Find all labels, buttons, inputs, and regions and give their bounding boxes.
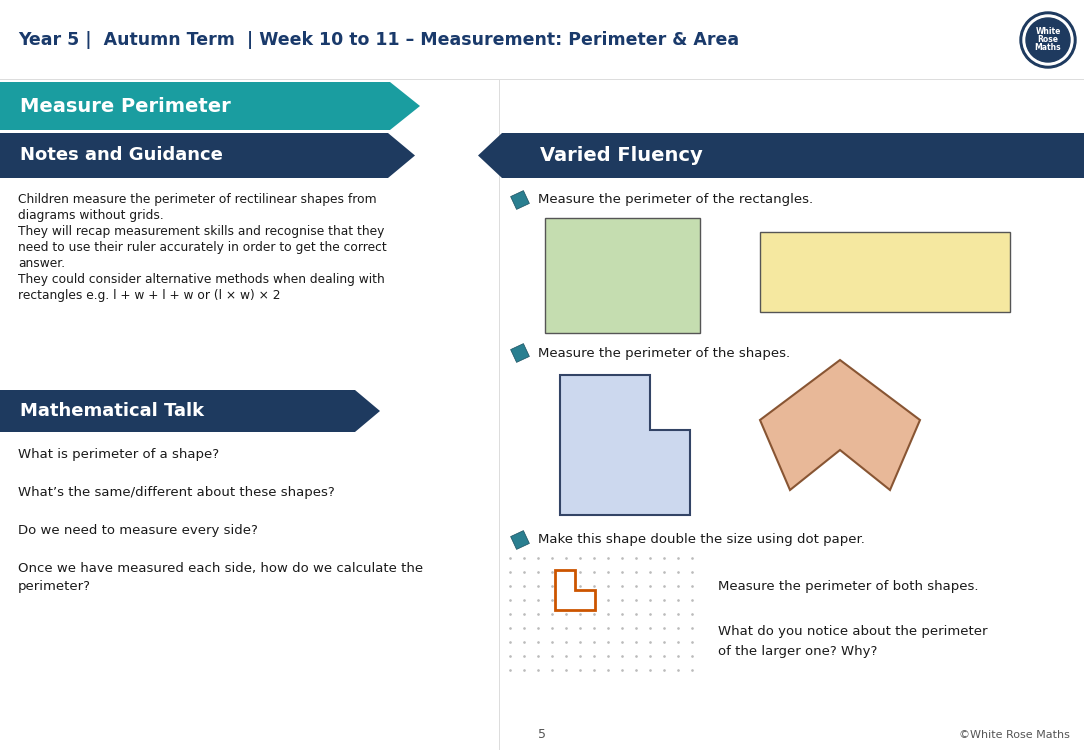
Text: White: White <box>1035 28 1060 37</box>
Text: Notes and Guidance: Notes and Guidance <box>20 146 223 164</box>
Text: What’s the same/different about these shapes?: What’s the same/different about these sh… <box>18 486 335 499</box>
Text: perimeter?: perimeter? <box>18 580 91 593</box>
Text: Measure the perimeter of the rectangles.: Measure the perimeter of the rectangles. <box>538 194 813 206</box>
Bar <box>545 218 700 333</box>
Text: They will recap measurement skills and recognise that they: They will recap measurement skills and r… <box>18 225 385 238</box>
Text: Measure the perimeter of both shapes.: Measure the perimeter of both shapes. <box>718 580 979 593</box>
Text: Maths: Maths <box>1035 44 1061 52</box>
Circle shape <box>1025 18 1070 62</box>
Text: Children measure the perimeter of rectilinear shapes from: Children measure the perimeter of rectil… <box>18 193 376 206</box>
Text: Measure the perimeter of the shapes.: Measure the perimeter of the shapes. <box>538 346 790 359</box>
Text: of the larger one? Why?: of the larger one? Why? <box>718 645 877 658</box>
Bar <box>760 232 1010 312</box>
Polygon shape <box>0 390 380 432</box>
Polygon shape <box>511 190 529 209</box>
Text: answer.: answer. <box>18 257 65 270</box>
Text: What is perimeter of a shape?: What is perimeter of a shape? <box>18 448 219 461</box>
Text: What do you notice about the perimeter: What do you notice about the perimeter <box>718 625 988 638</box>
Text: Mathematical Talk: Mathematical Talk <box>20 402 204 420</box>
Polygon shape <box>560 375 691 515</box>
Text: Rose: Rose <box>1037 35 1058 44</box>
Text: ©White Rose Maths: ©White Rose Maths <box>959 730 1070 740</box>
Text: Measure Perimeter: Measure Perimeter <box>20 97 231 116</box>
Text: diagrams without grids.: diagrams without grids. <box>18 209 164 222</box>
Text: Make this shape double the size using dot paper.: Make this shape double the size using do… <box>538 533 865 547</box>
Polygon shape <box>760 360 920 490</box>
Text: Varied Fluency: Varied Fluency <box>540 146 702 165</box>
Circle shape <box>1023 15 1073 65</box>
Circle shape <box>1020 12 1076 68</box>
Polygon shape <box>0 82 420 130</box>
Text: Year 5 |  Autumn Term  | Week 10 to 11 – Measurement: Perimeter & Area: Year 5 | Autumn Term | Week 10 to 11 – M… <box>18 31 739 49</box>
Text: need to use their ruler accurately in order to get the correct: need to use their ruler accurately in or… <box>18 241 387 254</box>
Polygon shape <box>555 570 595 610</box>
Bar <box>0 79 1084 80</box>
Bar <box>0 0 1084 80</box>
Text: 5: 5 <box>538 728 546 742</box>
Polygon shape <box>511 344 529 362</box>
Text: Do we need to measure every side?: Do we need to measure every side? <box>18 524 258 537</box>
Polygon shape <box>511 530 529 550</box>
Bar <box>0 0 1084 2</box>
Text: They could consider alternative methods when dealing with: They could consider alternative methods … <box>18 273 385 286</box>
Text: Once we have measured each side, how do we calculate the: Once we have measured each side, how do … <box>18 562 423 575</box>
Polygon shape <box>0 133 415 178</box>
Polygon shape <box>478 133 1084 178</box>
Text: rectangles e.g. l + w + l + w or (l × w) × 2: rectangles e.g. l + w + l + w or (l × w)… <box>18 289 281 302</box>
